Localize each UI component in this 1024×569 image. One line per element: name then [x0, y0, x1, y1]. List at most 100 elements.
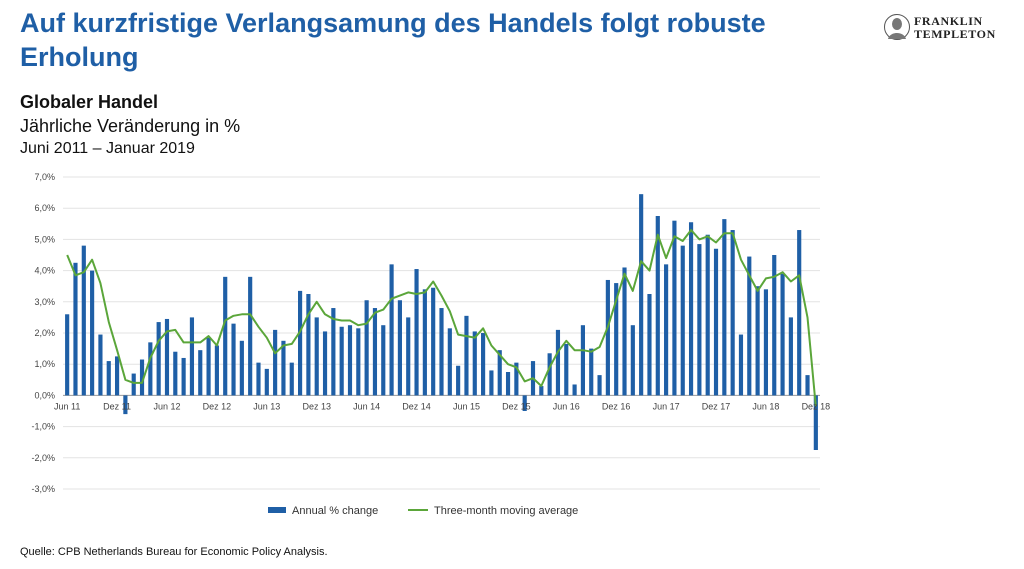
y-axis-ticks: -3,0% -2,0% -1,0% 0,0% 1,0% 2,0% 3,0% 4,0% 5,0% 6…: [31, 172, 55, 494]
x-tick-label: Jun 18: [752, 401, 779, 411]
bar: [622, 267, 627, 396]
x-tick-label: Dez 15: [502, 401, 531, 411]
bar: [198, 350, 203, 396]
bar: [322, 331, 328, 396]
bar: [589, 348, 594, 396]
bar: [647, 294, 652, 396]
x-tick-label: Jun 15: [453, 401, 480, 411]
y-tick-label: 4,0%: [34, 266, 55, 276]
bar: [614, 283, 619, 396]
bar: [547, 353, 552, 396]
franklin-portrait-icon: [884, 14, 910, 40]
y-tick-label: 7,0%: [34, 172, 55, 182]
bar: [514, 362, 519, 396]
bar: [347, 325, 353, 396]
bar: [655, 216, 660, 396]
bar: [273, 329, 278, 396]
bar: [298, 290, 303, 396]
bar: [181, 357, 186, 396]
bar: [813, 395, 818, 450]
bar: [772, 255, 777, 396]
bar: [763, 289, 769, 396]
bar: [90, 270, 95, 396]
y-tick-label: 6,0%: [34, 203, 55, 213]
logo-line-1: FRANKLIN: [914, 14, 983, 28]
bar: [755, 286, 760, 396]
bar: [431, 287, 436, 396]
moving-average-line: [66, 229, 817, 407]
bar: [730, 230, 735, 396]
chart-unit: Jährliche Veränderung in %: [20, 116, 241, 136]
bar: [381, 325, 386, 396]
y-tick-label: 2,0%: [34, 328, 55, 338]
bar: [688, 222, 694, 396]
bar: [389, 264, 394, 396]
bar: [372, 308, 378, 396]
y-tick-label: -2,0%: [31, 453, 55, 463]
bar: [223, 276, 228, 396]
chart-subtitle: Globaler Handel: [20, 92, 159, 112]
bar: [797, 230, 802, 396]
bar: [331, 308, 336, 396]
bar: [664, 264, 669, 396]
x-tick-label: Dez 17: [702, 401, 731, 411]
bar: [447, 328, 452, 396]
x-tick-label: Jun 12: [153, 401, 180, 411]
legend-label-bars: Annual % change: [292, 505, 378, 517]
bar: [564, 343, 569, 396]
bar: [164, 318, 170, 396]
bar: [239, 340, 244, 396]
bar: [439, 308, 444, 396]
bar: [98, 334, 103, 396]
bar: [788, 317, 793, 396]
chart-legend: Annual % change Three-month moving avera…: [268, 505, 578, 517]
bar: [189, 317, 195, 396]
source-note: Quelle: CPB Netherlands Bureau for Econo…: [20, 546, 328, 558]
bar: [256, 362, 261, 396]
y-tick-label: 0,0%: [34, 390, 55, 400]
bar: [464, 315, 469, 396]
bar: [780, 273, 785, 396]
y-tick-label: -1,0%: [31, 422, 55, 432]
bar: [156, 322, 161, 396]
x-tick-label: Dez 14: [402, 401, 431, 411]
bar: [281, 340, 286, 396]
bar: [306, 294, 311, 396]
bar: [680, 245, 685, 396]
bar: [314, 317, 319, 396]
bar: [139, 359, 145, 396]
line-series: [66, 229, 817, 407]
bar: [289, 362, 294, 396]
bar: [472, 331, 477, 396]
bar: [489, 370, 494, 396]
x-tick-label: Jun 14: [353, 401, 380, 411]
bar: [231, 323, 236, 396]
bar: [539, 386, 544, 396]
bar: [422, 289, 427, 396]
bar-series: [65, 194, 818, 450]
bar: [639, 194, 644, 396]
bar: [555, 329, 561, 396]
y-tick-label: 3,0%: [34, 297, 55, 307]
x-tick-label: Jun 17: [653, 401, 680, 411]
y-tick-label: 5,0%: [34, 234, 55, 244]
bar: [264, 368, 269, 396]
legend-swatch-bars: [268, 507, 286, 513]
bar: [456, 365, 461, 396]
logo-line-2: TEMPLETON: [914, 27, 996, 41]
x-axis-ticks: Jun 11 Dez 11 Jun 12 Dez 12 Jun 13 Dez 13 Jun …: [54, 401, 830, 411]
bar: [505, 372, 511, 396]
bar: [114, 356, 120, 396]
bar: [630, 325, 635, 396]
bar: [206, 337, 211, 396]
y-tick-label: 1,0%: [34, 359, 55, 369]
y-tick-label: -3,0%: [31, 484, 55, 494]
bar: [522, 395, 527, 411]
x-tick-label: Dez 18: [802, 401, 831, 411]
bar: [672, 220, 677, 396]
x-tick-label: Jun 16: [553, 401, 580, 411]
bar: [131, 373, 136, 396]
bar: [81, 245, 86, 396]
bar: [747, 256, 752, 396]
bar: [572, 384, 577, 396]
